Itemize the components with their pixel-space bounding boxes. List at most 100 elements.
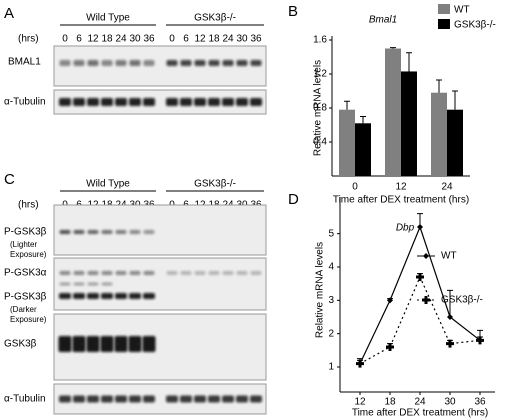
- timepoint-label: 6: [183, 34, 189, 45]
- x-tick-label: 24: [414, 397, 426, 408]
- band: [73, 230, 85, 234]
- band: [194, 271, 206, 275]
- band: [194, 395, 206, 403]
- band: [236, 98, 248, 106]
- group-label: Wild Type: [86, 13, 130, 24]
- row-label: α-Tubulin: [4, 394, 46, 405]
- x-axis-label: Time after DEX treatment (hrs): [333, 195, 469, 206]
- band: [87, 395, 99, 403]
- band: [143, 271, 155, 275]
- row-label: α-Tubulin: [4, 97, 46, 108]
- panel-label: A: [4, 5, 14, 22]
- hrs-label: (hrs): [18, 200, 39, 211]
- x-tick-label: 12: [354, 397, 366, 408]
- marker: [447, 314, 453, 320]
- y-tick-label: 3: [328, 295, 334, 306]
- band: [129, 271, 141, 275]
- error-bar: [436, 79, 442, 93]
- band: [101, 60, 113, 66]
- timepoint-label: 0: [62, 34, 68, 45]
- x-tick-label: 12: [395, 182, 407, 193]
- band: [114, 336, 128, 352]
- error-bar: [360, 116, 366, 124]
- legend-swatch: [438, 4, 450, 14]
- row-label: GSK3β: [4, 339, 37, 350]
- marker: [476, 336, 484, 345]
- band: [129, 293, 141, 299]
- band: [180, 271, 192, 275]
- x-tick-label: 24: [441, 182, 453, 193]
- group-label: GSK3β-/-: [194, 179, 236, 190]
- band: [236, 395, 248, 403]
- band: [115, 230, 127, 234]
- x-tick-label: 0: [352, 182, 358, 193]
- band: [129, 395, 141, 403]
- band: [129, 98, 141, 106]
- x-axis-label: Time after DEX treatment (hrs): [352, 408, 488, 419]
- row-label: P-GSK3α: [4, 268, 47, 279]
- band: [250, 395, 262, 403]
- band: [100, 336, 114, 352]
- row-label: BMAL1: [8, 57, 41, 68]
- legend-label: GSK3β-/-: [454, 20, 496, 31]
- bar: [339, 109, 355, 176]
- band: [208, 98, 220, 106]
- band: [73, 60, 85, 66]
- timepoint-label: 12: [194, 34, 206, 45]
- band: [59, 293, 71, 299]
- band: [87, 271, 99, 275]
- band: [59, 271, 71, 275]
- y-axis-label: Relative mRNA levels: [315, 242, 326, 338]
- timepoint-label: 0: [169, 34, 175, 45]
- timepoint-label: 24: [115, 34, 127, 45]
- band: [101, 282, 113, 286]
- bar: [447, 109, 463, 176]
- bar: [431, 92, 447, 176]
- timepoint-label: 24: [222, 34, 234, 45]
- band: [194, 98, 206, 106]
- error-bar: [344, 100, 350, 110]
- band: [128, 336, 142, 352]
- band: [143, 98, 155, 106]
- blot: [53, 383, 267, 415]
- band: [115, 293, 127, 299]
- blot: [53, 89, 267, 115]
- band: [208, 271, 220, 275]
- band: [115, 60, 127, 66]
- band: [101, 293, 113, 299]
- marker: [387, 297, 393, 304]
- band: [236, 60, 248, 66]
- legend-marker: [423, 253, 429, 259]
- panel-label: B: [288, 3, 298, 20]
- legend-label: WT: [441, 251, 457, 262]
- x-tick-label: 36: [474, 397, 486, 408]
- band: [73, 293, 85, 299]
- band: [208, 395, 220, 403]
- band: [166, 271, 178, 275]
- group-label: GSK3β-/-: [194, 13, 236, 24]
- blot: [53, 204, 267, 256]
- band: [143, 395, 155, 403]
- band: [86, 336, 100, 352]
- y-tick-label: 0.8: [313, 103, 327, 114]
- chart-title: Dbp: [396, 223, 415, 234]
- band: [115, 395, 127, 403]
- band: [101, 271, 113, 275]
- band: [59, 98, 71, 106]
- chart-title: Bmal1: [369, 15, 397, 26]
- y-tick-label: 5: [328, 228, 334, 239]
- y-tick-label: 1: [328, 362, 334, 373]
- band: [73, 98, 85, 106]
- timepoint-label: 18: [101, 34, 113, 45]
- band: [115, 98, 127, 106]
- band: [129, 230, 141, 234]
- error-bar: [390, 47, 396, 49]
- y-tick-label: 2: [328, 328, 334, 339]
- bar: [401, 71, 417, 176]
- error-bar: [452, 90, 458, 110]
- marker: [416, 273, 424, 281]
- band: [87, 60, 99, 66]
- y-tick-label: 1.6: [313, 35, 327, 46]
- band: [143, 230, 155, 234]
